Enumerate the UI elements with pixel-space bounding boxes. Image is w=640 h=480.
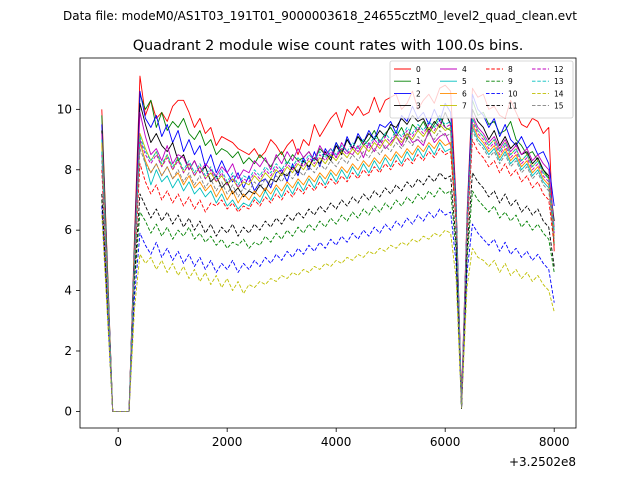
y-tick-label: 0 bbox=[64, 404, 72, 418]
y-tick-label: 6 bbox=[64, 223, 72, 237]
legend-label-13: 13 bbox=[554, 77, 564, 86]
series-line-3 bbox=[101, 102, 555, 412]
legend-label-14: 14 bbox=[554, 89, 564, 98]
legend-label-11: 11 bbox=[508, 102, 518, 111]
series-line-6 bbox=[101, 123, 555, 412]
y-axis: 0 2 4 6 8 10 bbox=[57, 102, 80, 418]
series-line-5 bbox=[101, 127, 555, 412]
y-tick-label: 10 bbox=[57, 102, 72, 116]
legend-label-2: 2 bbox=[416, 89, 421, 98]
legend-label-5: 5 bbox=[462, 77, 467, 86]
legend-label-12: 12 bbox=[554, 65, 564, 74]
figure-suptitle: Data file: modeM0/AS1T03_191T01_90000036… bbox=[63, 9, 577, 23]
x-tick-label: 2000 bbox=[212, 435, 243, 449]
axes-frame bbox=[79, 57, 577, 429]
y-tick-label: 2 bbox=[64, 344, 72, 358]
legend-label-7: 7 bbox=[462, 102, 467, 111]
legend-label-9: 9 bbox=[508, 77, 513, 86]
x-axis-offset-label: +3.2502e8 bbox=[509, 455, 576, 469]
legend-label-3: 3 bbox=[416, 102, 421, 111]
legend-label-10: 10 bbox=[508, 89, 518, 98]
x-tick-label: 6000 bbox=[430, 435, 461, 449]
series-line-9 bbox=[101, 187, 555, 412]
x-tick-label: 0 bbox=[114, 435, 122, 449]
y-tick-label: 8 bbox=[64, 163, 72, 177]
series-line-14 bbox=[101, 215, 555, 412]
legend-label-6: 6 bbox=[462, 89, 467, 98]
series-line-11 bbox=[101, 172, 555, 412]
x-tick-label: 8000 bbox=[539, 435, 570, 449]
series-line-15 bbox=[101, 130, 555, 412]
legend-box bbox=[389, 60, 574, 119]
x-tick-label: 4000 bbox=[321, 435, 352, 449]
x-axis: 0 2000 4000 6000 8000 bbox=[114, 428, 569, 449]
series-line-8 bbox=[101, 139, 555, 412]
series-line-10 bbox=[101, 205, 555, 412]
legend-label-4: 4 bbox=[462, 65, 467, 74]
chart-title: Quadrant 2 module wise count rates with … bbox=[133, 38, 524, 54]
series-layer bbox=[101, 75, 555, 412]
legend-label-0: 0 bbox=[416, 65, 421, 74]
legend-label-15: 15 bbox=[554, 102, 564, 111]
legend-label-8: 8 bbox=[508, 65, 513, 74]
series-line-4 bbox=[101, 111, 555, 412]
legend-label-1: 1 bbox=[416, 77, 421, 86]
series-line-12 bbox=[101, 120, 555, 412]
y-tick-label: 4 bbox=[64, 284, 72, 298]
